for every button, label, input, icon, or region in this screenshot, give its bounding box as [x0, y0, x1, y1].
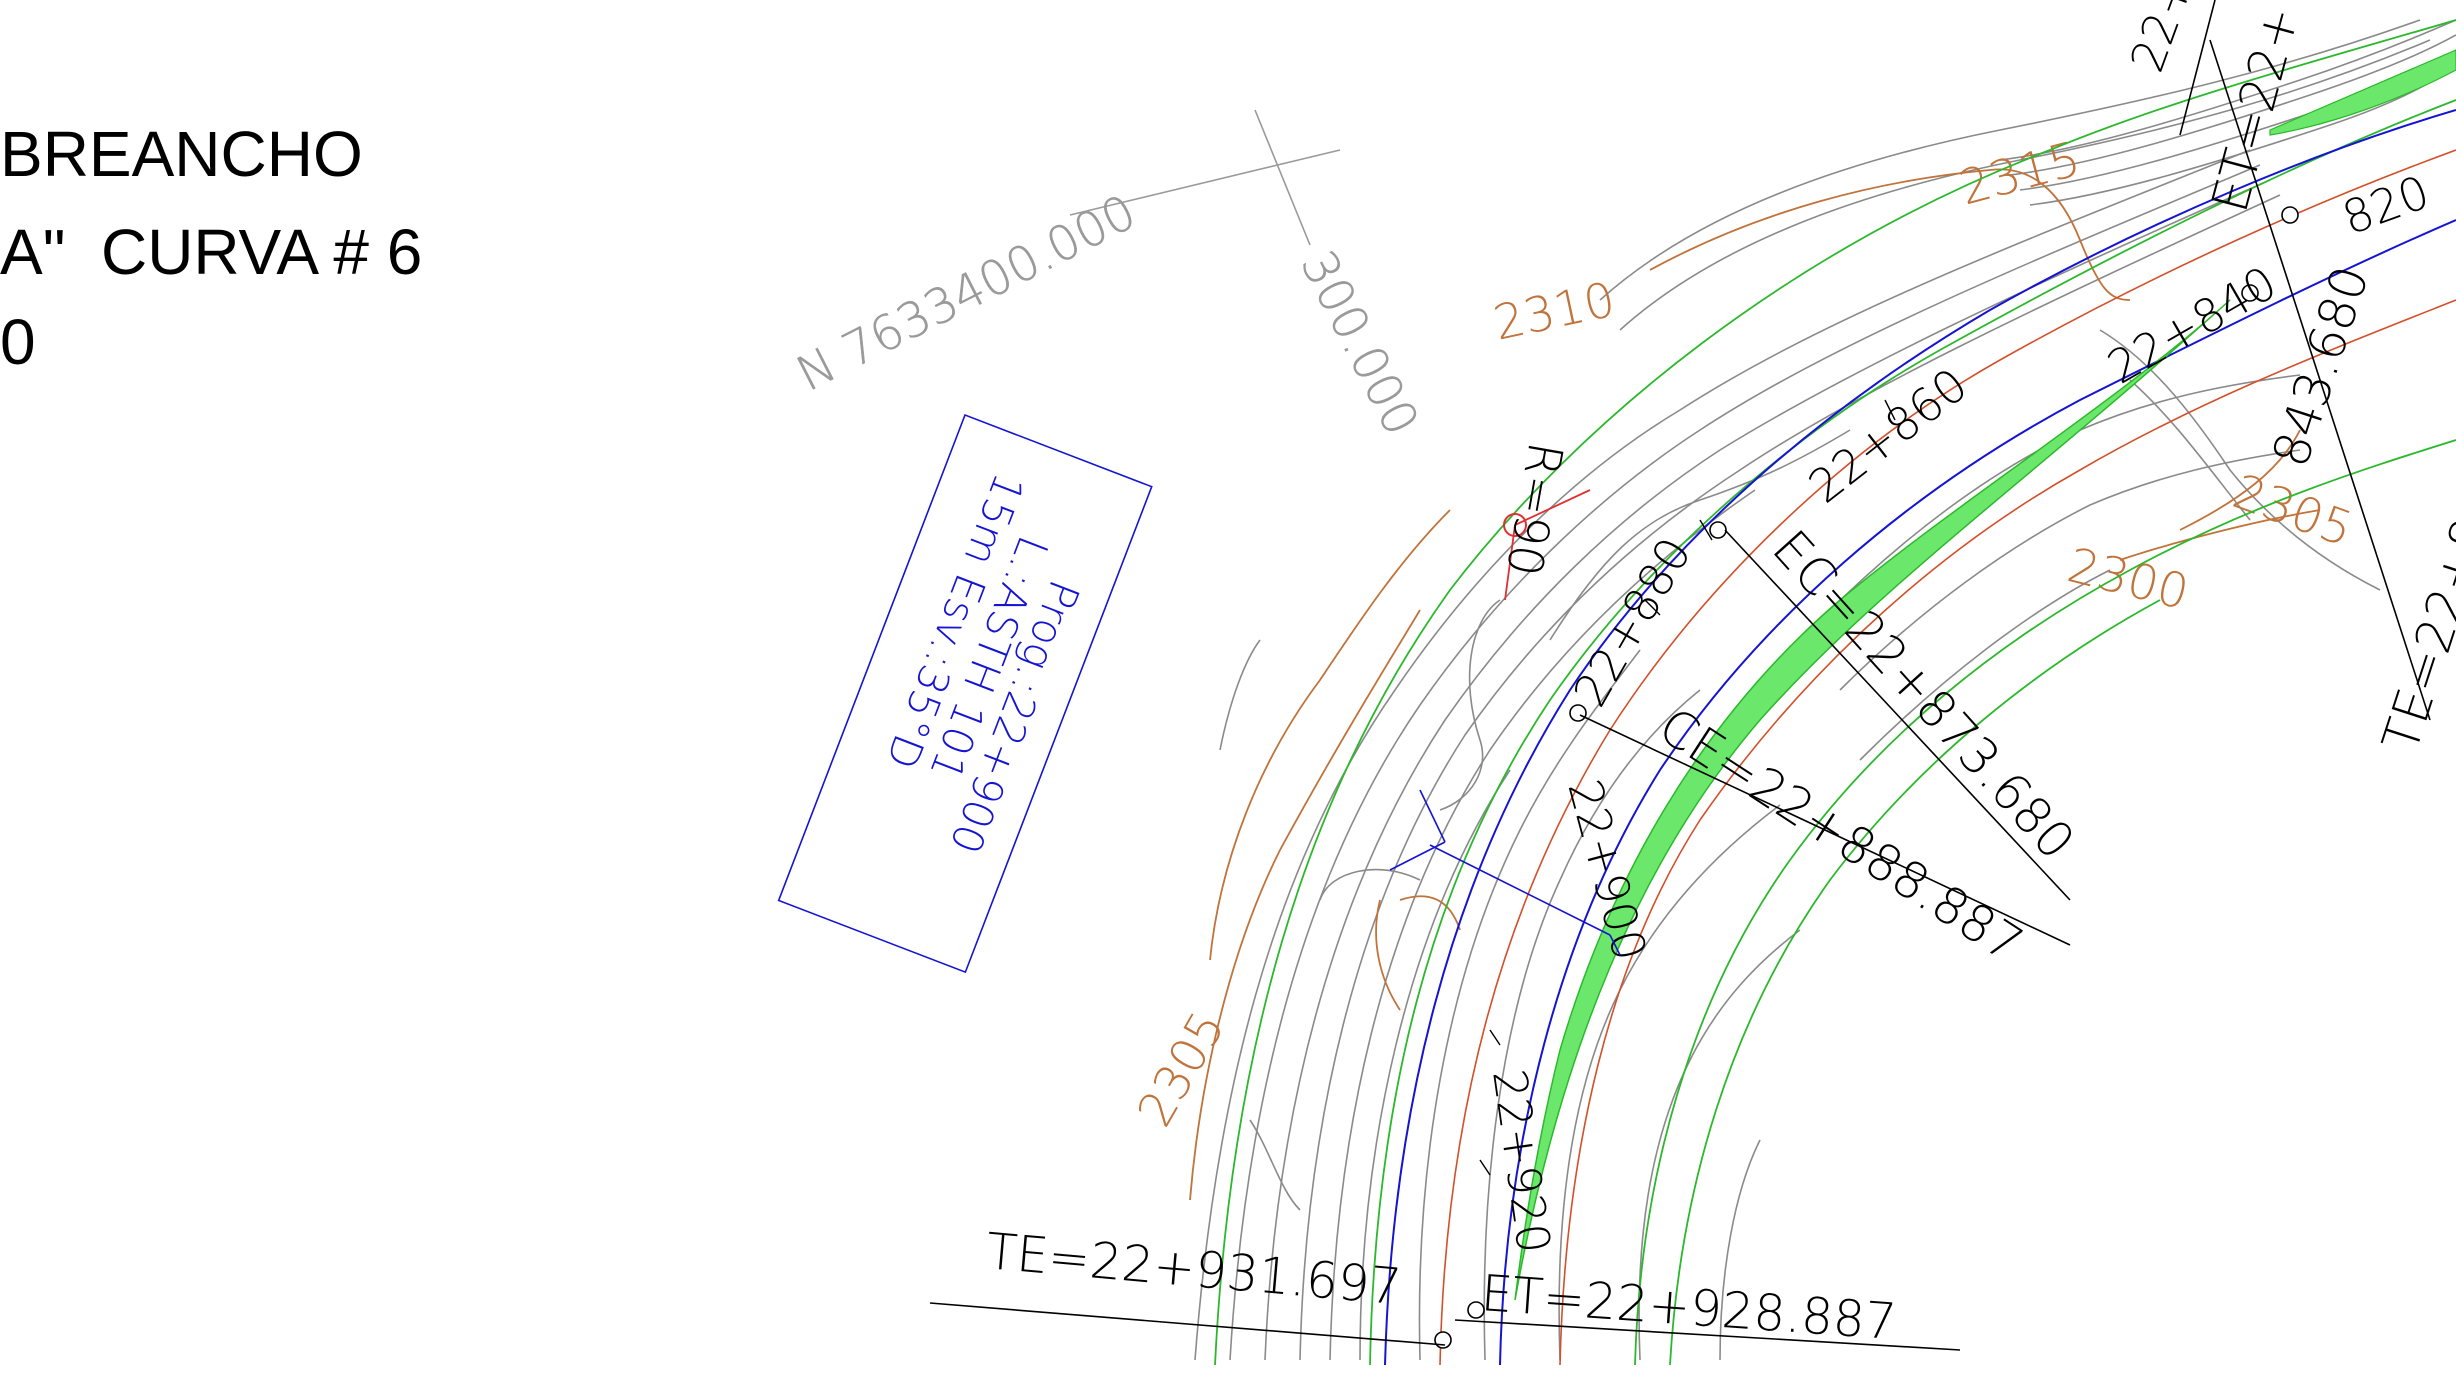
radius-marker: R=90 [1495, 438, 1591, 601]
widening-area [1514, 49, 2456, 1301]
station-markers [1434, 206, 2299, 1349]
title-line-2: A" CURVA # 6 [0, 216, 423, 288]
major-contours [1189, 168, 2321, 1201]
title-line-3: 0 [0, 306, 36, 378]
contour-label-2300: 2300 [2062, 537, 2194, 621]
radius-point-icon [1503, 513, 1527, 537]
coordinate-labels: N 7633400.000 300.000 [788, 184, 1430, 445]
curve-point-labels: TE=22+931.697 ET=22+928.887 CE=22+888.88… [984, 1, 2456, 1351]
section-marker [1389, 789, 1621, 956]
north-coordinate-label: N 7633400.000 [788, 184, 1145, 403]
et-start-label: ET=22+928.887 [1479, 1264, 1898, 1351]
contour-label-2310: 2310 [1489, 272, 1620, 352]
east-coordinate-label: 300.000 [1289, 242, 1429, 444]
alignment [1384, 109, 2456, 1366]
curve-point-leaders [929, 0, 2431, 1351]
station-ticks [1479, 399, 1896, 1176]
station-label-22-880: 22+880 [1563, 528, 1702, 715]
shoulder-lines [1439, 149, 2456, 1366]
te-end-label: TE=22+8 [2371, 511, 2456, 758]
contour-label-2305: 2305 [1127, 1002, 1237, 1136]
title-block: BREANCHO A" CURVA # 6 0 [0, 0, 620, 420]
grid-cross [1069, 109, 1341, 246]
radius-label: R=90 [1495, 438, 1574, 580]
title-line-1: BREANCHO [0, 118, 363, 190]
station-label-22-840: 22+840 [2099, 255, 2286, 394]
et-end-label: ET=22+ [2201, 1, 2311, 218]
station-label-820: 820 [2335, 165, 2436, 246]
te-start-label: TE=22+931.697 [984, 1222, 1404, 1316]
station-label-22-plus: 22+ [2120, 0, 2204, 79]
terrain-contours [1194, 19, 2456, 1361]
section-info-box: Prog.:22+900 L.:ASTH 101 15m Esv.:35°D [777, 413, 1153, 974]
road-edges [1214, 19, 2456, 1366]
